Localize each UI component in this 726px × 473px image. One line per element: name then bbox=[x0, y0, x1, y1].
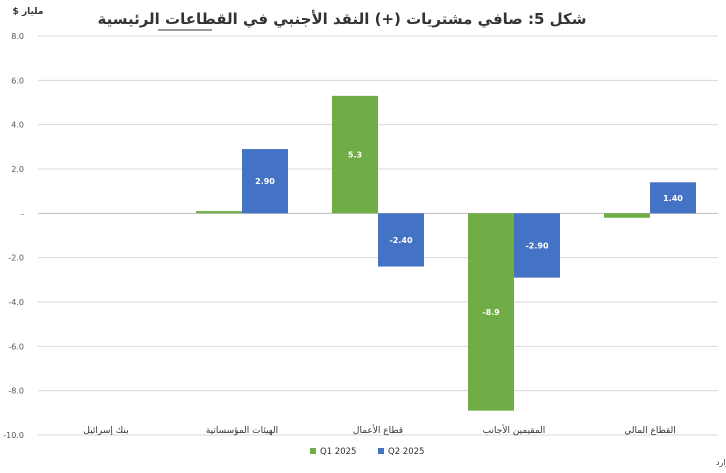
category-label: قطاع الأعمال bbox=[353, 424, 403, 436]
y-tick-label: -4.0 bbox=[8, 298, 24, 307]
category-label: القطاع المالي bbox=[624, 426, 676, 436]
source-note: المصدر: تحليلات بنك إسرائيل للتقرير الوا… bbox=[716, 458, 726, 468]
category-label: بنك إسرائيل bbox=[83, 426, 128, 436]
data-label: 2.90 bbox=[255, 177, 275, 186]
category-label: المقيمين الأجانب bbox=[483, 424, 546, 436]
bar-q1 bbox=[604, 213, 650, 218]
legend-swatch bbox=[310, 448, 316, 454]
unit-label: مليار $ bbox=[13, 7, 44, 17]
chart-title: شكل 5: صافي مشتريات (+) النقد الأجنبي في… bbox=[97, 10, 586, 28]
legend-swatch bbox=[378, 448, 384, 454]
legend-label: Q2 2025 bbox=[388, 447, 424, 457]
bar-q2 bbox=[514, 213, 560, 278]
bar-q2 bbox=[378, 213, 424, 267]
y-tick-label: - bbox=[21, 209, 24, 218]
bar-q2 bbox=[650, 182, 696, 214]
data-label: -8.9 bbox=[482, 308, 500, 317]
y-tick-label: -2.0 bbox=[8, 254, 24, 263]
y-tick-label: 6.0 bbox=[11, 76, 24, 85]
data-label: 1.40 bbox=[663, 194, 683, 203]
bar-q1 bbox=[196, 211, 242, 214]
y-tick-label: 2.0 bbox=[11, 165, 24, 174]
bar-q1 bbox=[332, 95, 378, 214]
legend-label: Q1 2025 bbox=[320, 447, 356, 457]
data-label: -2.90 bbox=[525, 241, 548, 250]
data-label: -2.40 bbox=[389, 236, 412, 245]
bar-q2 bbox=[242, 149, 288, 214]
y-tick-label: 4.0 bbox=[11, 121, 24, 130]
data-label: 5.3 bbox=[348, 151, 362, 160]
bar-q1 bbox=[468, 213, 514, 411]
y-tick-label: -10.0 bbox=[3, 431, 24, 440]
y-tick-label: -8.0 bbox=[8, 387, 24, 396]
y-tick-label: 8.0 bbox=[11, 32, 24, 41]
y-tick-label: -6.0 bbox=[8, 342, 24, 351]
category-label: الهيئات المؤسساتية bbox=[206, 426, 278, 436]
